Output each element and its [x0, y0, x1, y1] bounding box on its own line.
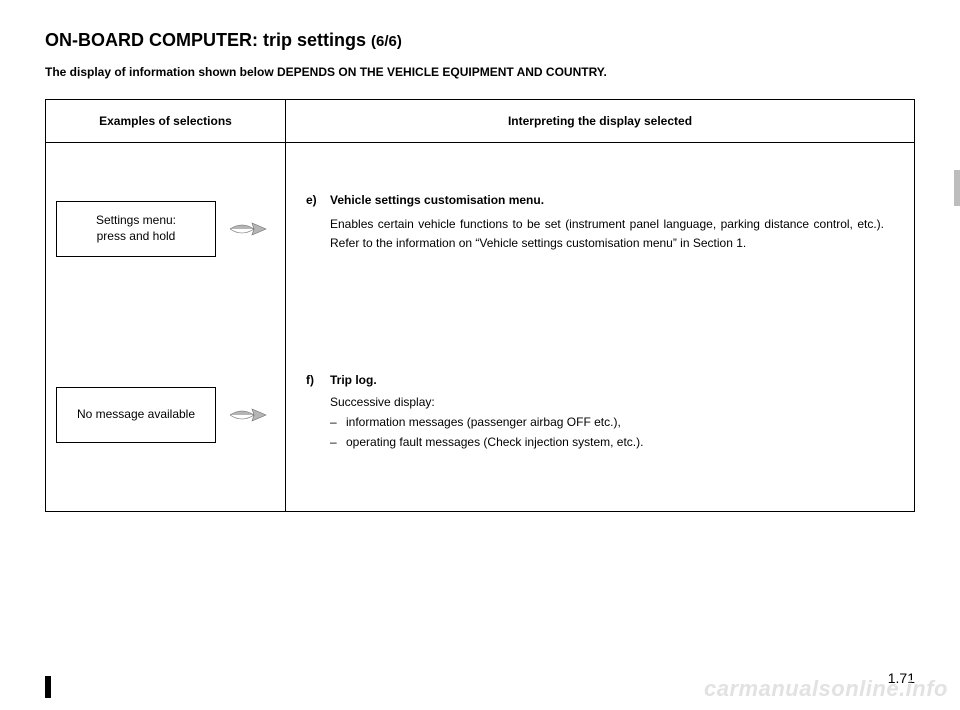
- section-e: e) Vehicle settings customisation menu. …: [306, 193, 884, 253]
- display-box-line2: press and hold: [97, 229, 176, 243]
- interpret-cell: e) Vehicle settings customisation menu. …: [286, 143, 915, 512]
- example-row-2: No message available: [56, 387, 275, 443]
- table-row: Settings menu: press and hold No message: [46, 143, 915, 512]
- example-row-1: Settings menu: press and hold: [56, 201, 275, 257]
- list-item: operating fault messages (Check injectio…: [330, 435, 884, 449]
- list-item: information messages (passenger airbag O…: [330, 415, 884, 429]
- page-subtitle: The display of information shown below D…: [45, 65, 915, 79]
- examples-cell: Settings menu: press and hold No message: [46, 143, 286, 512]
- arrow-icon: [228, 403, 268, 427]
- section-f: f) Trip log. Successive display: informa…: [306, 373, 884, 455]
- section-letter-e: e): [306, 193, 320, 207]
- section-title-e: Vehicle settings customisation menu.: [330, 193, 884, 207]
- side-tab: [954, 170, 960, 206]
- section-text-e: Enables certain vehicle functions to be …: [330, 215, 884, 253]
- display-box-settings: Settings menu: press and hold: [56, 201, 216, 257]
- display-box2-text: No message available: [77, 407, 195, 423]
- page-number: 1.71: [888, 670, 915, 686]
- display-box-nomsg: No message available: [56, 387, 216, 443]
- page-title: ON-BOARD COMPUTER: trip settings (6/6): [45, 30, 915, 51]
- section-list-f: information messages (passenger airbag O…: [330, 415, 884, 449]
- footer-tick: [45, 676, 51, 698]
- manual-page: ON-BOARD COMPUTER: trip settings (6/6) T…: [0, 0, 960, 710]
- header-interpret: Interpreting the display selected: [286, 100, 915, 143]
- section-sub-f: Successive display:: [330, 395, 884, 409]
- title-main: ON-BOARD COMPUTER: trip settings: [45, 30, 371, 50]
- arrow-icon: [228, 217, 268, 241]
- section-letter-f: f): [306, 373, 320, 387]
- title-sub: (6/6): [371, 33, 402, 50]
- display-box-line1: Settings menu:: [96, 213, 176, 227]
- settings-table: Examples of selections Interpreting the …: [45, 99, 915, 512]
- section-title-f: Trip log.: [330, 373, 884, 387]
- header-examples: Examples of selections: [46, 100, 286, 143]
